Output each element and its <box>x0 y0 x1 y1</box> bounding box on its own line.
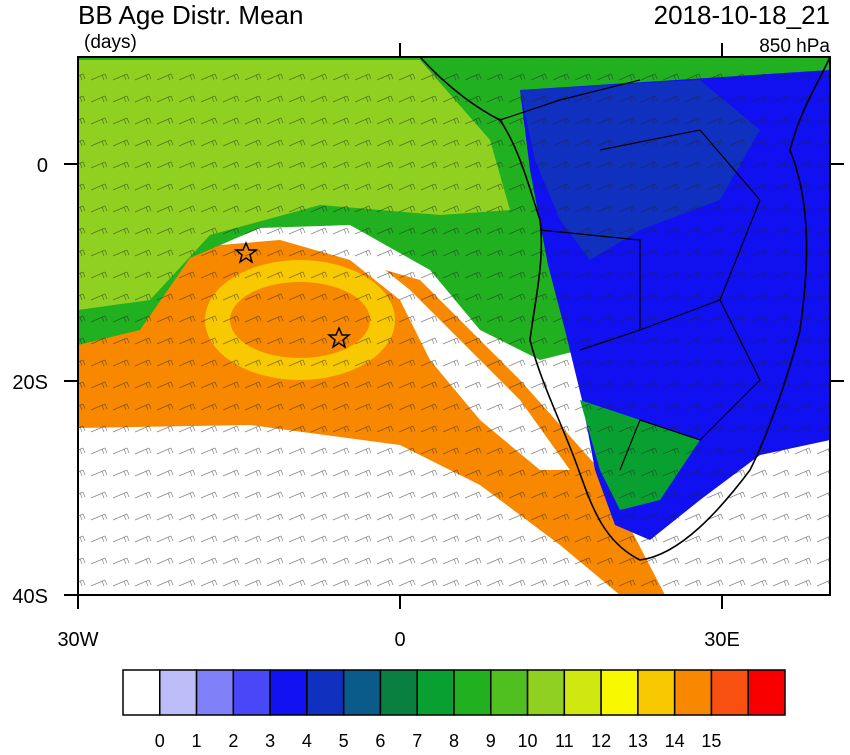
level: 850 hPa <box>759 36 830 57</box>
colorbar-box <box>600 669 639 716</box>
map <box>78 57 830 595</box>
colorbar-box <box>342 669 382 716</box>
colorbar-label: 4 <box>302 731 312 750</box>
colorbar-label: 1 <box>192 731 202 750</box>
colorbar-box <box>563 669 602 716</box>
coastline <box>419 57 830 561</box>
colorbar-label: 14 <box>665 731 685 750</box>
title: BB Age Distr. Mean <box>78 0 303 30</box>
colorbar-label: 10 <box>518 731 538 750</box>
colorbar-label: 8 <box>449 731 459 750</box>
colorbar-box <box>306 669 345 716</box>
valid-time: 2018-10-18_21 <box>654 0 830 30</box>
colorbar-label: 9 <box>486 731 496 750</box>
star-marker <box>233 241 259 264</box>
colorbar-box <box>159 669 198 716</box>
colorbar-label: 7 <box>412 731 422 750</box>
colorbar-label: 15 <box>701 731 721 750</box>
colorbar-box <box>526 669 566 716</box>
colorbar-label: 5 <box>339 731 349 750</box>
ticks <box>64 43 844 609</box>
wind-barbs <box>78 57 830 595</box>
colorbar-label: 6 <box>375 731 385 750</box>
y-axis-label: 40S <box>12 586 48 608</box>
colorbar-box <box>710 669 749 716</box>
map-frame <box>77 56 831 596</box>
colorbar-box <box>673 669 713 716</box>
colorbar: 0 1 2 3 4 5 6 7 8 9 10 11 12 13 14 15 <box>122 669 786 751</box>
colorbar-box <box>637 669 676 716</box>
colorbar-label: 2 <box>228 731 238 750</box>
colorbar-label: 12 <box>591 731 611 750</box>
colorbar-label: 13 <box>628 731 648 750</box>
x-axis-label: 30E <box>704 629 740 651</box>
y-axis-label: 20S <box>12 372 48 394</box>
x-axis-label: 0 <box>394 629 405 651</box>
colorbar-box <box>195 669 235 716</box>
colorbar-label: 3 <box>265 731 275 750</box>
colorbar-box <box>490 669 529 716</box>
colorbar-label: 11 <box>555 731 574 750</box>
colorbar-box <box>122 669 161 716</box>
colorbar-box <box>747 669 786 716</box>
star-marker <box>326 326 352 349</box>
colorbar-box <box>379 669 418 716</box>
units: (days) <box>84 32 137 53</box>
colorbar-box <box>416 669 455 716</box>
colorbar-label: 0 <box>155 731 165 750</box>
axis-labels: 0 20S 40S 30W 0 30E <box>12 155 739 651</box>
colorbar-box <box>269 669 308 716</box>
borders <box>499 79 761 471</box>
y-axis-label: 0 <box>37 155 48 177</box>
colorbar-box <box>232 669 271 716</box>
x-axis-label: 30W <box>57 629 98 651</box>
colorbar-box <box>453 669 492 716</box>
